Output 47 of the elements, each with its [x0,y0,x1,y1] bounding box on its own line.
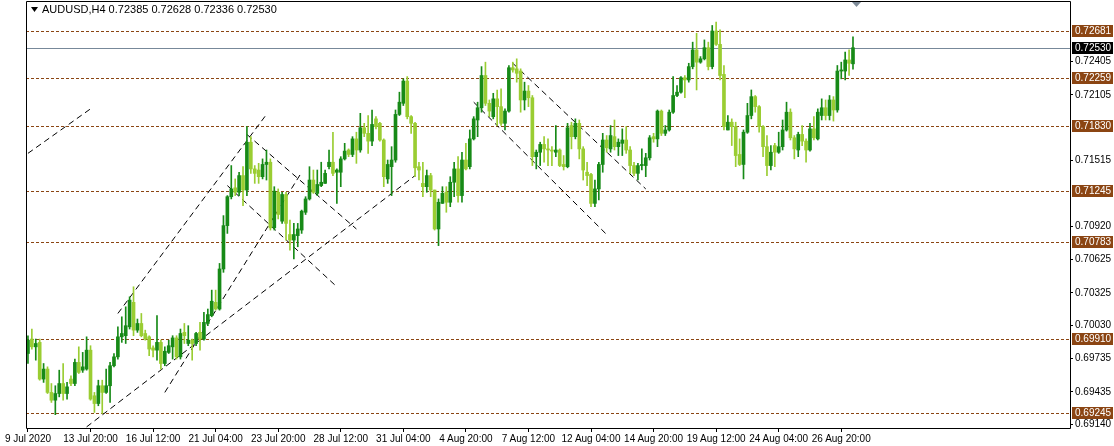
x-tick-label: 12 Aug 04:00 [561,432,621,444]
ref-line-label: 0.70783 [1075,236,1112,248]
candlestick [620,128,625,156]
y-tick-label: 0.69735 [1075,352,1112,364]
y-tick-label: 0.72405 [1075,55,1112,67]
y-tick-label: 0.70625 [1075,253,1112,265]
candlestick [553,125,558,158]
candlestick [847,49,851,76]
candlestick [155,315,159,361]
candlestick [33,338,38,361]
candlestick [100,379,105,414]
candlestick [421,161,425,198]
candlestick [366,115,370,154]
y-tick-label: 0.70030 [1075,319,1112,331]
chart-title: AUDUSD,H4 0.72385 0.72628 0.72336 0.72530 [42,2,277,15]
x-tick-label: 4 Aug 20:00 [439,432,494,444]
candlestick [542,136,546,163]
ref-line-label: 0.72681 [1075,25,1112,37]
ref-line-label: 0.71830 [1075,120,1112,132]
x-tick-label: 28 Jul 12:00 [313,432,369,444]
x-tick-label: 19 Aug 12:00 [686,432,747,444]
ref-line-label: 0.71245 [1075,185,1112,197]
ref-line-label: 0.72259 [1075,72,1112,84]
x-tick-label: 23 Jul 20:00 [250,432,306,444]
x-tick-label: 16 Jul 12:00 [125,432,181,444]
x-tick-label: 7 Aug 12:00 [501,432,556,444]
ref-line-label: 0.69910 [1075,333,1112,345]
x-tick-label: 14 Aug 20:00 [624,432,684,444]
x-tick-label: 31 Jul 04:00 [376,432,431,444]
x-tick-label: 9 Jul 2020 [4,432,52,444]
y-tick-label: 0.70325 [1075,286,1112,298]
ref-line-label: 0.72530 [1075,42,1112,54]
candlestick [683,75,687,99]
x-tick-label: 13 Jul 20:00 [63,432,119,444]
y-tick-label: 0.69140 [1075,418,1112,430]
x-tick-label: 24 Aug 04:00 [749,432,809,444]
candlestick [190,338,195,361]
candlestick [292,223,296,260]
candlestick [186,325,191,347]
x-tick-label: 26 Aug 20:00 [811,432,872,444]
x-tick-label: 21 Jul 04:00 [188,432,244,444]
y-tick-label: 0.69435 [1075,385,1112,397]
candlestick [495,89,499,126]
ref-line-label: 0.69245 [1075,407,1112,419]
y-tick-label: 0.72105 [1075,88,1112,100]
y-tick-label: 0.70920 [1075,220,1112,232]
y-tick-label: 0.71515 [1075,154,1112,166]
